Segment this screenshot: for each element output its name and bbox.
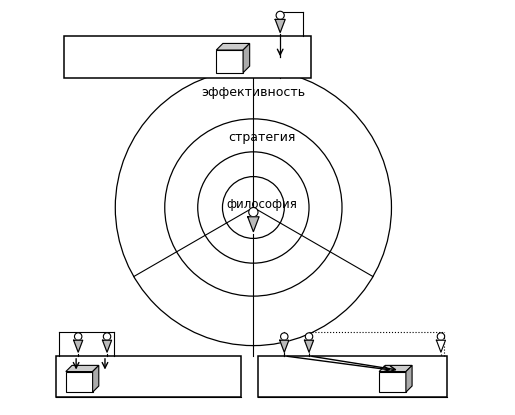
Circle shape bbox=[276, 11, 284, 20]
Text: Организация: Организация bbox=[93, 49, 195, 65]
Polygon shape bbox=[243, 44, 250, 73]
Polygon shape bbox=[258, 356, 447, 397]
Text: Кооперация: Кооперация bbox=[130, 369, 223, 384]
Polygon shape bbox=[379, 371, 406, 392]
Polygon shape bbox=[102, 340, 112, 352]
Polygon shape bbox=[64, 37, 311, 78]
Polygon shape bbox=[216, 44, 250, 50]
Polygon shape bbox=[275, 20, 285, 32]
Polygon shape bbox=[66, 365, 99, 371]
Circle shape bbox=[249, 208, 258, 217]
Circle shape bbox=[104, 333, 111, 340]
Text: стратегия: стратегия bbox=[228, 130, 295, 144]
Polygon shape bbox=[248, 217, 259, 232]
Polygon shape bbox=[74, 340, 83, 352]
Polygon shape bbox=[436, 340, 445, 352]
Polygon shape bbox=[280, 340, 289, 352]
Polygon shape bbox=[66, 371, 93, 392]
Text: Конкуренция: Конкуренция bbox=[274, 369, 376, 384]
Circle shape bbox=[281, 333, 288, 340]
Polygon shape bbox=[216, 50, 243, 73]
Polygon shape bbox=[56, 356, 241, 397]
Polygon shape bbox=[304, 340, 314, 352]
Polygon shape bbox=[379, 365, 412, 371]
Polygon shape bbox=[93, 365, 99, 392]
Circle shape bbox=[305, 333, 313, 340]
Text: эффективность: эффективность bbox=[201, 85, 305, 99]
Circle shape bbox=[75, 333, 82, 340]
Text: философия: философия bbox=[226, 198, 297, 211]
Circle shape bbox=[437, 333, 444, 340]
Polygon shape bbox=[406, 365, 412, 392]
